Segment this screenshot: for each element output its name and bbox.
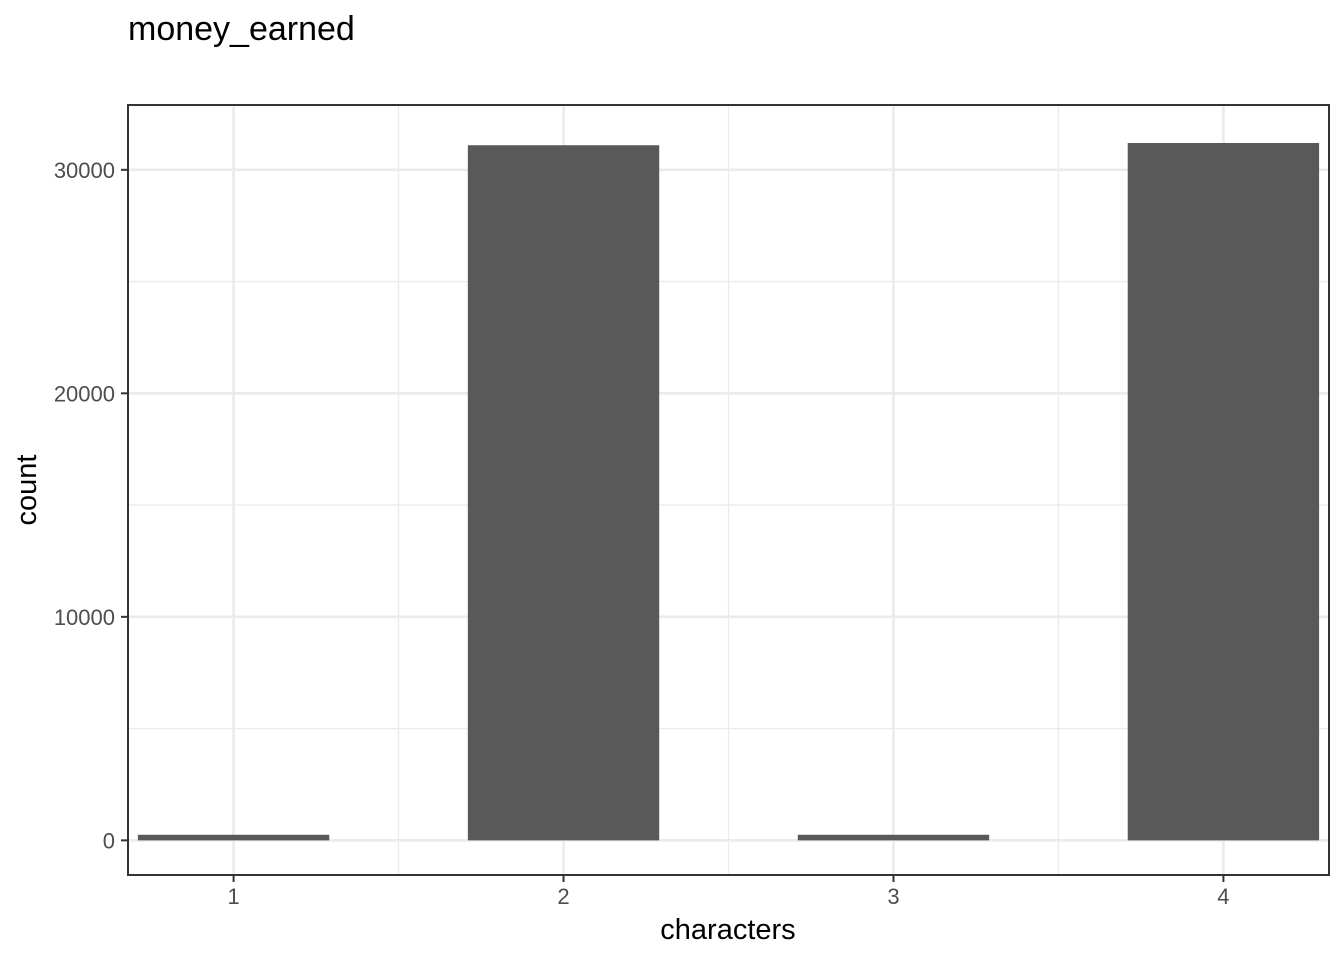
y-axis: 0 10000 20000 30000 xyxy=(54,158,128,853)
y-tick-label: 10000 xyxy=(54,605,115,630)
x-axis-label: characters xyxy=(660,914,795,946)
y-tick-label: 20000 xyxy=(54,381,115,406)
y-tick-label: 0 xyxy=(103,828,115,853)
bar-4 xyxy=(1127,142,1320,841)
bar-1 xyxy=(137,834,330,841)
x-tick-label: 4 xyxy=(1217,884,1229,909)
x-tick-label: 2 xyxy=(557,884,569,909)
plot-border xyxy=(127,104,1330,876)
y-tick-label: 30000 xyxy=(54,158,115,183)
x-tick-label: 3 xyxy=(887,884,899,909)
chart-title: money_earned xyxy=(128,10,355,48)
y-axis-label: count xyxy=(11,455,43,526)
x-tick-label: 1 xyxy=(227,884,239,909)
bar-3 xyxy=(797,834,990,841)
x-axis: 1 2 3 4 xyxy=(227,875,1230,909)
bars xyxy=(137,142,1320,841)
bar-2 xyxy=(467,145,660,841)
